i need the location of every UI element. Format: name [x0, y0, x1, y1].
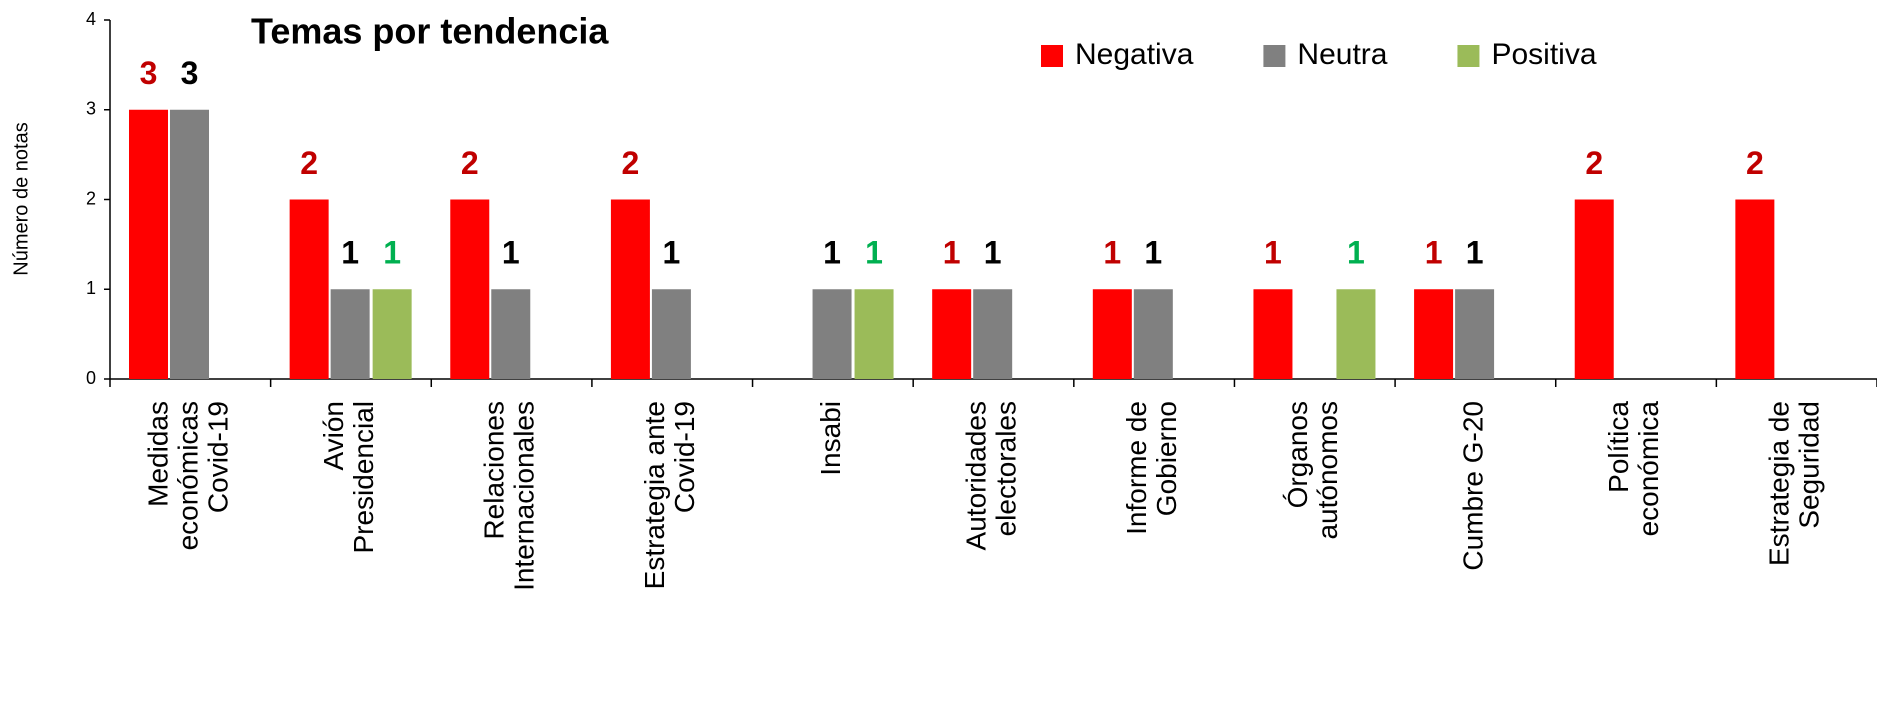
bar [289, 199, 329, 379]
bar [973, 289, 1013, 379]
bar [610, 199, 650, 379]
x-tick-label: Órganosautónomos [1282, 401, 1343, 540]
y-tick-label: 2 [86, 188, 96, 208]
x-tick-label: Autoridadeselectorales [961, 401, 1022, 550]
bar [491, 289, 531, 379]
data-label: 1 [1103, 235, 1121, 271]
bar [1336, 289, 1376, 379]
bar [651, 289, 691, 379]
data-label: 1 [663, 235, 681, 271]
y-tick-label: 0 [86, 368, 96, 388]
bar [932, 289, 972, 379]
x-tick-label: MedidaseconómicasCovid-19 [143, 401, 234, 550]
bar [1092, 289, 1132, 379]
bar [1253, 289, 1293, 379]
y-tick-label: 1 [86, 278, 96, 298]
x-tick-label: Estrategia deSeguridad [1764, 401, 1825, 566]
data-label: 3 [181, 55, 199, 91]
legend-label: Neutra [1297, 38, 1387, 71]
data-label: 1 [1264, 235, 1282, 271]
data-label: 1 [1425, 235, 1443, 271]
data-label: 1 [383, 235, 401, 271]
bar [1455, 289, 1495, 379]
legend-swatch [1457, 45, 1480, 67]
data-label: 1 [1144, 235, 1162, 271]
legend-swatch [1263, 45, 1286, 67]
legend-label: Positiva [1491, 38, 1596, 71]
x-tick-label: Estrategia anteCovid-19 [640, 401, 701, 589]
data-label: 1 [341, 235, 359, 271]
data-label: 2 [461, 145, 479, 181]
bar [812, 289, 852, 379]
bar [129, 109, 168, 379]
data-label: 1 [865, 235, 883, 271]
data-label: 2 [300, 145, 318, 181]
x-tick-label: AviónPresidencial [318, 401, 379, 554]
bar [1735, 199, 1775, 379]
bar [330, 289, 370, 379]
x-tick-label: Cumbre G-20 [1458, 401, 1489, 571]
data-label: 1 [1466, 235, 1484, 271]
data-label: 1 [1347, 235, 1365, 271]
data-label: 2 [622, 145, 640, 181]
chart-title: Temas por tendencia [251, 11, 609, 52]
bar [170, 109, 209, 379]
bar [854, 289, 894, 379]
y-tick-label: 3 [86, 99, 96, 119]
bar [450, 199, 490, 379]
data-label: 2 [1746, 145, 1764, 181]
legend-swatch [1041, 45, 1063, 67]
data-label: 3 [140, 55, 158, 91]
data-label: 1 [823, 235, 841, 271]
data-label: 1 [943, 235, 961, 271]
legend-label: Negativa [1075, 38, 1194, 71]
bar [372, 289, 412, 379]
y-tick-label: 4 [86, 9, 96, 29]
bar [1133, 289, 1173, 379]
x-tick-label: RelacionesInternacionales [479, 401, 540, 591]
data-label: 1 [984, 235, 1002, 271]
y-axis-label: Número de notas [10, 122, 32, 275]
bar [1574, 199, 1614, 379]
bar [1414, 289, 1454, 379]
x-tick-label: Políticaeconómica [1603, 401, 1664, 537]
data-label: 2 [1585, 145, 1603, 181]
data-label: 1 [502, 235, 520, 271]
x-tick-label: Informe deGobierno [1122, 401, 1183, 535]
x-tick-label: Insabi [815, 401, 846, 476]
